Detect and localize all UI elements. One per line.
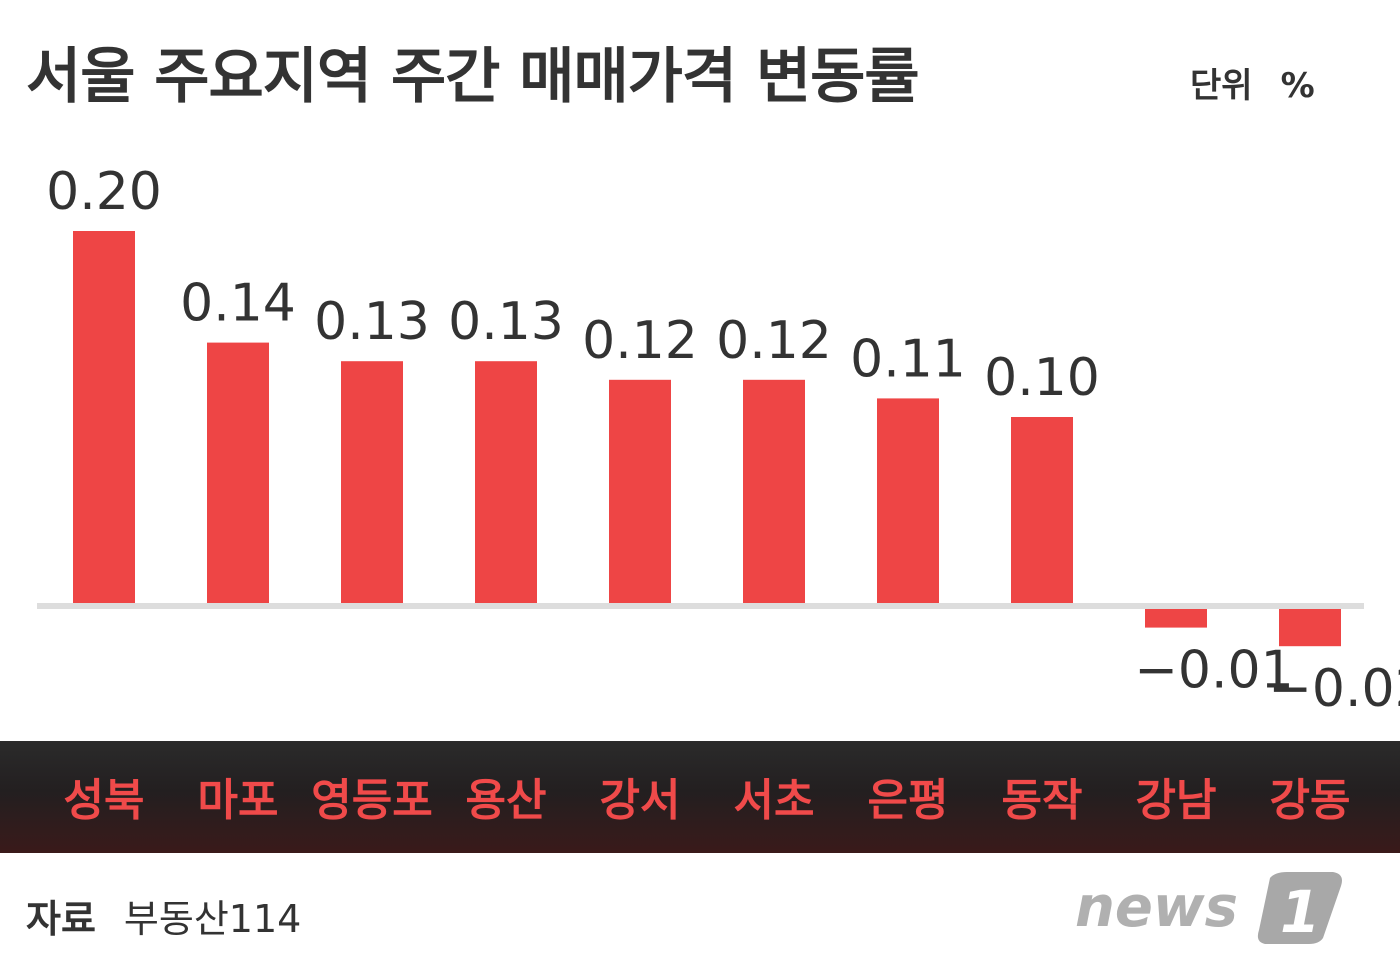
unit-label-text: 단위 (1190, 66, 1253, 106)
bar (73, 231, 135, 603)
news1-logo: news 1 (1075, 872, 1342, 946)
value-label: 0.12 (582, 311, 698, 371)
bar (1279, 609, 1341, 647)
category-label: 용산 (466, 775, 547, 826)
category-band (0, 741, 1400, 853)
unit-label: 단위% (1190, 58, 1315, 107)
category-label: 동작 (1002, 775, 1083, 826)
category-label: 서초 (734, 775, 815, 826)
bar (1011, 417, 1073, 603)
bar (341, 361, 403, 603)
logo-wordmark: news (1075, 875, 1238, 940)
category-label: 성북 (64, 775, 145, 826)
category-label: 강서 (600, 775, 681, 826)
source-label: 자료 (26, 897, 96, 941)
bar (475, 361, 537, 603)
unit-value: % (1280, 66, 1315, 106)
value-label: 0.13 (448, 292, 564, 352)
value-label: 0.14 (180, 274, 296, 334)
category-label: 강남 (1136, 775, 1217, 826)
zero-axis-line (37, 603, 1364, 609)
value-label: 0.13 (314, 292, 430, 352)
category-label: 영등포 (311, 775, 432, 826)
value-label: 0.20 (46, 162, 162, 222)
chart-title: 서울 주요지역 주간 매매가격 변동률 (26, 42, 920, 112)
bar (743, 379, 805, 603)
value-label: −0.02 (1268, 659, 1400, 719)
logo-one-mark: 1 (1257, 872, 1342, 946)
bar (877, 398, 939, 603)
logo-one-digit: 1 (1280, 878, 1320, 946)
category-label: 마포 (198, 775, 279, 826)
source-value: 부동산114 (123, 897, 302, 941)
value-label: 0.11 (850, 329, 966, 389)
value-label: −0.01 (1134, 641, 1293, 701)
category-label: 은평 (868, 775, 949, 826)
bar (207, 342, 269, 603)
value-label: 0.12 (716, 311, 832, 371)
value-label: 0.10 (984, 348, 1100, 408)
category-label: 강동 (1270, 775, 1351, 826)
bar (609, 379, 671, 603)
bar (1145, 609, 1207, 628)
source-note: 자료 부동산114 (26, 888, 301, 943)
